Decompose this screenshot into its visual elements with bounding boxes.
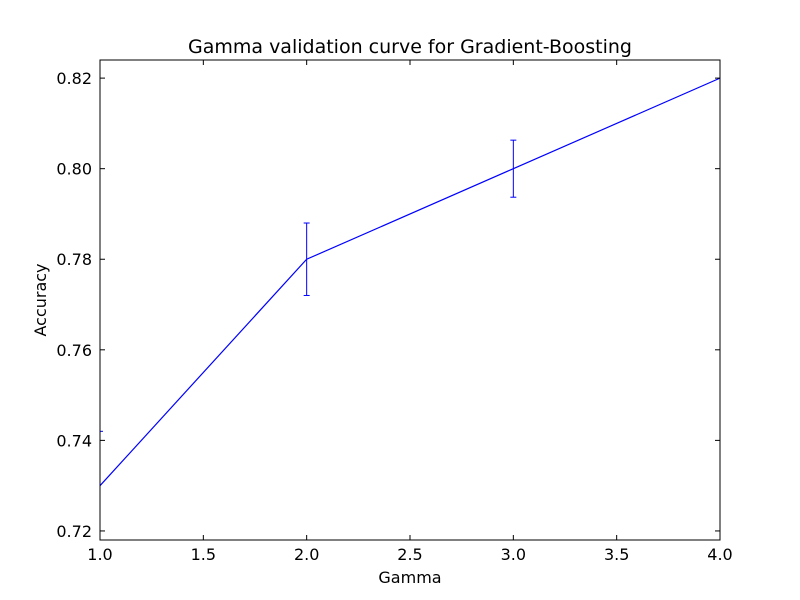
y-tick-label: 0.74 [56,431,92,450]
y-tick-label: 0.80 [56,160,92,179]
series-line [100,77,720,487]
x-tick-label: 1.0 [87,545,112,564]
x-axis-title: Gamma [378,568,441,587]
y-tick-label: 0.76 [56,341,92,360]
x-tick-label: 2.0 [294,545,319,564]
chart-title: Gamma validation curve for Gradient-Boos… [188,36,632,58]
x-tick-label: 3.0 [501,545,526,564]
series-layer [100,77,720,540]
y-tick-label: 0.82 [56,69,92,88]
y-axis-title: Accuracy [31,263,50,336]
x-tick-label: 1.5 [191,545,216,564]
x-tick-label: 4.0 [707,545,732,564]
x-tick-label: 2.5 [397,545,422,564]
x-tick-label: 3.5 [604,545,629,564]
y-tick-label: 0.78 [56,250,92,269]
ticks-layer: 1.0 1.5 2.0 2.5 3.0 3.5 4.0 0.72 0.74 0.76 0.78 0.8… [56,60,733,564]
plot-frame [99,59,721,541]
y-tick-label: 0.72 [56,522,92,541]
